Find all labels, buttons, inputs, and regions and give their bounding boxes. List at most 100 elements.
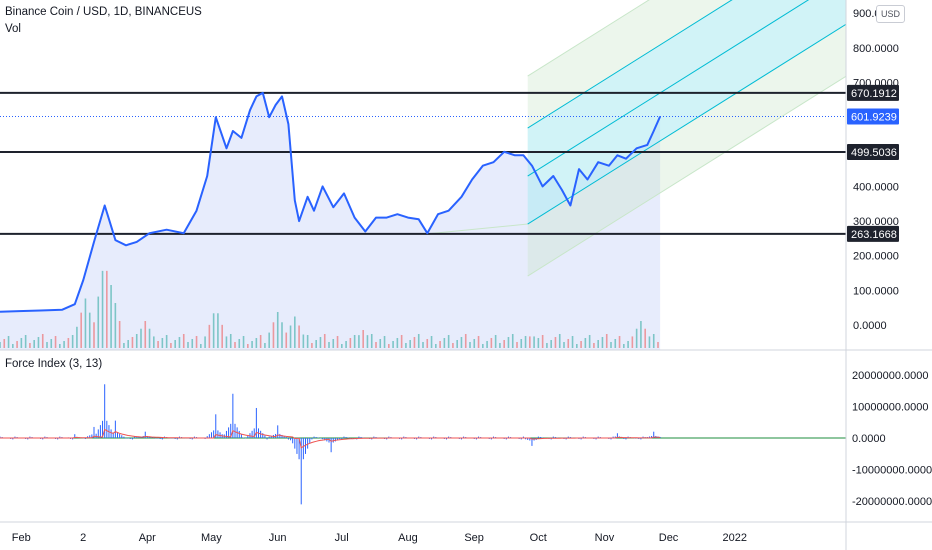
volume-bar (0, 342, 1, 348)
volume-bar (345, 341, 347, 348)
force-bar (324, 438, 326, 441)
force-bar (110, 429, 112, 438)
volume-bar (247, 344, 249, 348)
force-axis[interactable]: 20000000.0000 10000000.0000 0.0000 -1000000… (852, 370, 932, 508)
force-bar (493, 436, 494, 438)
volume-bar (546, 343, 548, 348)
force-bar (349, 438, 351, 439)
force-bar (125, 438, 127, 439)
volume-bar (153, 336, 155, 348)
force-tick-label: 20000000.0000 (852, 370, 928, 382)
volume-bar (507, 337, 510, 348)
channel-outer-upper-line[interactable] (527, 0, 846, 77)
price-tick-label: 400.0000 (853, 181, 899, 193)
channel-lower-line[interactable] (527, 23, 846, 225)
channel-mid-line[interactable] (527, 0, 846, 177)
force-bar (211, 432, 212, 438)
force-bar (123, 436, 125, 438)
force-bar (29, 436, 31, 438)
force-bar (159, 438, 161, 439)
force-bar (416, 438, 418, 440)
force-bar (567, 436, 569, 438)
volume-bar (490, 338, 493, 348)
force-bar (294, 438, 296, 449)
force-bar (339, 438, 341, 440)
force-bar (157, 438, 159, 439)
volume-bar (353, 335, 356, 348)
volume-bar (537, 338, 540, 348)
volume-bar (341, 344, 343, 348)
time-axis[interactable]: Feb 2 Apr May Jun Jul Aug Sep Oct Nov Dec 2022 (12, 532, 747, 544)
force-bar (448, 436, 450, 438)
volume-bar (631, 336, 634, 348)
force-bar (616, 433, 618, 438)
price-tick-label: 100.0000 (853, 285, 899, 297)
volume-bar (221, 324, 223, 348)
force-bar (328, 438, 330, 443)
force-bar (373, 436, 375, 438)
force-bar (527, 438, 529, 440)
price-pane[interactable] (0, 0, 846, 350)
volume-bar (16, 341, 18, 348)
force-bar (625, 438, 627, 440)
volume-bar (306, 335, 309, 348)
volume-bar (464, 334, 467, 348)
volume-bar (110, 285, 112, 348)
volume-bar (88, 312, 91, 348)
price-area-fill (0, 92, 661, 350)
force-bar (238, 430, 240, 438)
time-tick-label: Feb (12, 532, 31, 544)
force-bar (102, 420, 104, 438)
price-axis[interactable]: 900.0000800.0000700.0000600.0000500.0000… (853, 8, 899, 332)
force-bar (174, 438, 176, 439)
volume-bar (157, 341, 159, 348)
force-bar (208, 434, 210, 438)
force-bar (87, 436, 89, 438)
force-bar (232, 393, 234, 438)
force-bar (446, 438, 447, 440)
volume-bar (12, 344, 14, 348)
force-bar (612, 436, 614, 438)
price-line[interactable] (0, 91, 662, 313)
channel-upper-line[interactable] (527, 0, 846, 129)
volume-bar (567, 339, 570, 348)
channel-outer-lower-line[interactable] (527, 75, 846, 277)
force-bar (311, 438, 313, 440)
volume-bar (383, 336, 386, 348)
force-bar (569, 437, 571, 438)
force-bar (262, 433, 264, 438)
volume-bar (276, 312, 279, 348)
volume-bar (657, 342, 659, 348)
force-bar (525, 438, 527, 440)
volume-bar (123, 343, 125, 348)
force-bar (490, 438, 492, 440)
volume-bar (563, 342, 565, 348)
volume-bar (54, 336, 57, 348)
force-bar (529, 438, 531, 441)
last-price-label-bg (847, 108, 899, 125)
force-bar (565, 438, 567, 440)
volume-bar (417, 334, 420, 348)
force-bar (475, 438, 477, 440)
time-tick-label: Sep (464, 532, 484, 544)
force-bar (433, 436, 435, 438)
force-bar (362, 437, 364, 439)
currency-button[interactable]: USD (876, 5, 905, 23)
force-bar (283, 435, 285, 438)
volume-bar (140, 328, 142, 348)
volume-bar (332, 339, 335, 348)
force-bar (95, 433, 97, 438)
volume-bar (499, 343, 501, 348)
force-tick-label: -20000000.0000 (852, 496, 932, 508)
force-bar (240, 434, 242, 438)
force-bar (99, 425, 101, 438)
force-bar (155, 438, 157, 439)
force-bar (215, 414, 217, 438)
force-bar (540, 437, 541, 438)
volume-bar (392, 341, 394, 348)
force-bar (388, 436, 390, 438)
volume-bar (20, 338, 23, 348)
price-tick-label: 200.0000 (853, 251, 899, 263)
force-bar (279, 433, 281, 438)
